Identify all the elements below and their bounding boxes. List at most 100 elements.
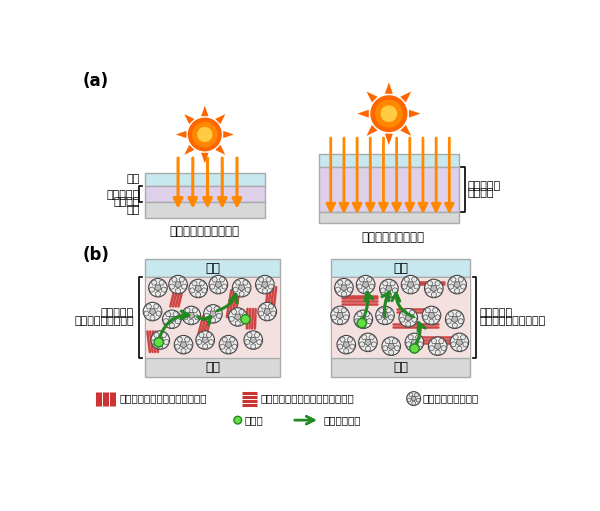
Polygon shape <box>257 339 262 345</box>
Text: ：電荷の流れ: ：電荷の流れ <box>323 415 361 425</box>
Polygon shape <box>335 287 341 292</box>
Polygon shape <box>175 344 180 350</box>
Polygon shape <box>176 288 181 294</box>
Polygon shape <box>453 335 458 340</box>
Polygon shape <box>392 288 398 293</box>
Polygon shape <box>161 333 167 337</box>
Circle shape <box>359 333 377 352</box>
Polygon shape <box>402 310 407 315</box>
Polygon shape <box>400 317 405 322</box>
Polygon shape <box>180 342 187 348</box>
Text: (b): (b) <box>83 246 110 264</box>
Polygon shape <box>259 277 264 282</box>
Polygon shape <box>414 284 419 289</box>
Bar <box>319 167 458 212</box>
Circle shape <box>422 306 441 324</box>
Circle shape <box>189 279 208 298</box>
Polygon shape <box>210 284 215 289</box>
Polygon shape <box>239 309 244 314</box>
Polygon shape <box>254 333 260 337</box>
Polygon shape <box>247 333 253 337</box>
Circle shape <box>410 344 419 353</box>
Polygon shape <box>220 277 225 282</box>
Circle shape <box>149 278 167 297</box>
Circle shape <box>337 335 356 354</box>
Polygon shape <box>416 398 420 402</box>
Polygon shape <box>455 288 460 294</box>
Polygon shape <box>152 339 157 345</box>
Polygon shape <box>341 285 347 291</box>
Polygon shape <box>331 315 337 320</box>
Polygon shape <box>250 337 257 343</box>
Bar <box>146 277 280 357</box>
Polygon shape <box>220 344 225 350</box>
Polygon shape <box>341 291 346 297</box>
Circle shape <box>399 309 418 327</box>
Text: ポリマー膜: ポリマー膜 <box>479 309 512 318</box>
Polygon shape <box>151 280 157 285</box>
Polygon shape <box>400 91 411 102</box>
Polygon shape <box>235 280 241 285</box>
Polygon shape <box>343 315 349 320</box>
Polygon shape <box>430 286 437 292</box>
Circle shape <box>382 337 401 356</box>
Polygon shape <box>412 401 415 405</box>
Bar <box>332 277 469 357</box>
Polygon shape <box>367 91 377 102</box>
Polygon shape <box>383 345 388 351</box>
Bar <box>145 202 265 218</box>
Polygon shape <box>452 323 457 329</box>
Circle shape <box>448 275 466 294</box>
Polygon shape <box>455 312 461 317</box>
Polygon shape <box>222 284 227 289</box>
Polygon shape <box>418 341 423 347</box>
Polygon shape <box>199 333 204 337</box>
Polygon shape <box>156 311 161 316</box>
Circle shape <box>244 331 263 350</box>
Polygon shape <box>460 335 466 340</box>
Polygon shape <box>341 308 347 313</box>
Polygon shape <box>347 337 353 342</box>
Polygon shape <box>150 315 155 320</box>
Polygon shape <box>261 304 266 309</box>
Polygon shape <box>463 341 468 347</box>
Polygon shape <box>262 288 267 294</box>
Circle shape <box>169 275 187 294</box>
Polygon shape <box>204 313 209 318</box>
Polygon shape <box>361 323 366 329</box>
Polygon shape <box>181 348 186 354</box>
Circle shape <box>234 416 242 424</box>
Polygon shape <box>400 125 411 136</box>
Polygon shape <box>266 277 271 282</box>
Polygon shape <box>337 313 343 319</box>
Polygon shape <box>355 318 360 324</box>
Circle shape <box>405 333 424 352</box>
Polygon shape <box>405 315 412 321</box>
Circle shape <box>380 105 397 122</box>
Circle shape <box>154 338 163 347</box>
Circle shape <box>151 331 170 350</box>
Polygon shape <box>155 291 160 297</box>
Polygon shape <box>201 153 208 164</box>
Polygon shape <box>194 315 200 320</box>
Polygon shape <box>360 316 367 323</box>
Circle shape <box>219 335 238 354</box>
Polygon shape <box>388 343 395 350</box>
Circle shape <box>229 308 247 326</box>
Polygon shape <box>222 337 227 342</box>
Polygon shape <box>337 280 343 285</box>
Bar <box>331 259 470 277</box>
Circle shape <box>241 315 250 324</box>
Polygon shape <box>235 314 241 320</box>
Circle shape <box>197 127 212 142</box>
Polygon shape <box>166 312 171 317</box>
Polygon shape <box>188 313 194 319</box>
Polygon shape <box>367 318 372 324</box>
Bar <box>145 277 280 358</box>
Text: 陰極: 陰極 <box>205 361 220 374</box>
Polygon shape <box>209 311 217 317</box>
Polygon shape <box>164 339 169 345</box>
Bar <box>145 358 280 377</box>
Polygon shape <box>239 291 244 297</box>
Text: （薄い）: （薄い） <box>113 197 140 207</box>
